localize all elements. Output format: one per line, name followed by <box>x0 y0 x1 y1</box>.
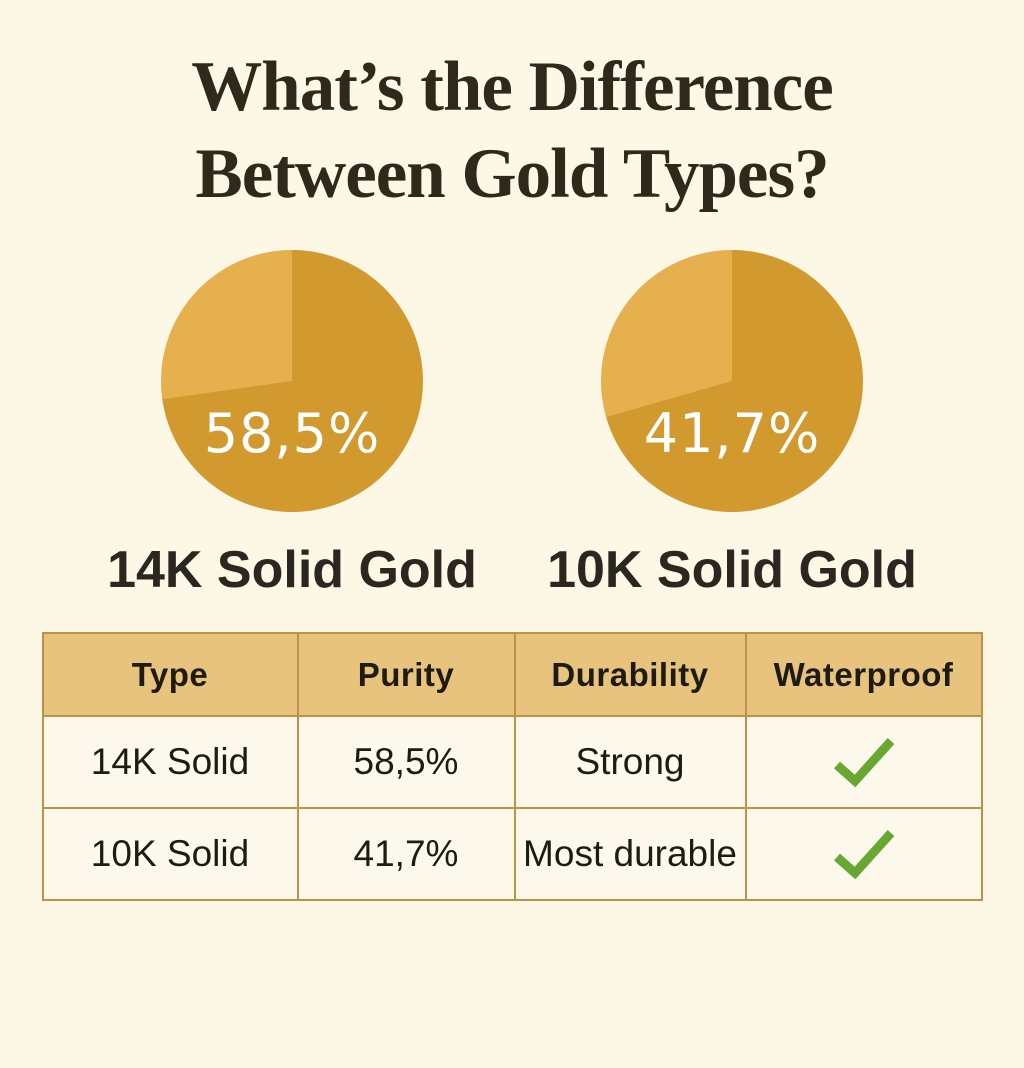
column-header-purity: Purity <box>296 632 516 718</box>
page-title-line2: Between Gold Types? <box>195 134 829 213</box>
cell-purity-10k: 41,7% <box>296 807 516 902</box>
pie-chart-10k: 41,7% <box>601 250 863 513</box>
check-icon <box>833 738 894 788</box>
cell-durability-14k: Strong <box>513 715 747 810</box>
table-row-14k: 14K Solid 58,5% Strong <box>41 715 983 810</box>
column-header-waterproof: Waterproof <box>744 632 983 718</box>
table-row-10k: 10K Solid 41,7% Most durable <box>41 807 983 902</box>
cell-waterproof-14k <box>744 715 983 810</box>
column-header-durability: Durability <box>513 632 747 718</box>
comparison-table: Type Purity Durability Waterproof 14K So… <box>41 632 983 902</box>
infographic-canvas: What’s the Difference Between Gold Types… <box>0 44 1024 1068</box>
pie-chart-14k: 58,5% <box>161 250 423 513</box>
table-header-row: Type Purity Durability Waterproof <box>41 632 983 718</box>
pie-charts-row: 58,5% 14K Solid Gold 41,7% 10K Solid Gol… <box>0 250 1024 600</box>
page-title-line1: What’s the Difference <box>191 48 833 126</box>
pie-figure-14k: 58,5% 14K Solid Gold <box>72 250 512 600</box>
cell-type-10k: 10K Solid <box>41 807 299 902</box>
page-title: What’s the Difference Between Gold Types… <box>0 44 1024 217</box>
pie-figure-10k: 41,7% 10K Solid Gold <box>512 250 952 600</box>
cell-type-14k: 14K Solid <box>41 715 299 810</box>
pie-caption-10k: 10K Solid Gold <box>547 541 917 600</box>
check-icon <box>833 830 894 880</box>
column-header-type: Type <box>41 632 299 718</box>
cell-durability-10k: Most durable <box>513 807 747 902</box>
pie-caption-14k: 14K Solid Gold <box>107 541 477 600</box>
cell-purity-14k: 58,5% <box>296 715 516 810</box>
pie-percent-label-10k: 41,7% <box>643 402 821 466</box>
cell-waterproof-10k <box>744 807 983 902</box>
pie-percent-label-14k: 58,5% <box>203 402 381 466</box>
